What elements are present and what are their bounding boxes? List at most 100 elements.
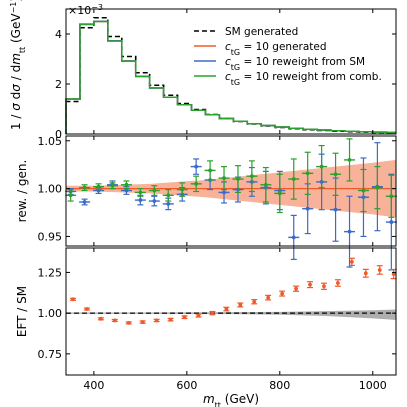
- data-marker: [152, 199, 157, 203]
- data-marker: [361, 188, 366, 193]
- data-marker: [194, 181, 199, 186]
- uncertainty-bands: [66, 159, 396, 320]
- text-part: ×10: [68, 4, 91, 17]
- x-tick-label: 400: [83, 379, 104, 392]
- eft-over-sm-point: [390, 268, 397, 280]
- eft-over-sm-point: [153, 318, 160, 323]
- bottom-panel-frame: [65, 247, 397, 376]
- reweight-from-comb-point: [79, 184, 91, 192]
- eft-over-sm-point: [348, 257, 355, 267]
- eft-over-sm-point: [125, 320, 132, 325]
- reweight-from-comb-point: [371, 166, 383, 210]
- y-tick-label: 0: [55, 128, 62, 141]
- data-marker: [154, 318, 159, 323]
- bottom-band: [66, 309, 396, 320]
- data-marker: [112, 318, 117, 323]
- reweight-from-comb-point: [93, 183, 105, 191]
- text-part: c: [225, 41, 231, 53]
- data-marker: [168, 317, 173, 322]
- y-tick-label: 1.05: [38, 135, 63, 148]
- eft-over-sm-point: [223, 306, 230, 312]
- text-part: = 10 reweight from comb.: [240, 71, 382, 83]
- data-series: [65, 16, 397, 325]
- text-part: / d: [9, 65, 23, 84]
- text-part: m: [9, 53, 23, 65]
- data-marker: [126, 320, 131, 325]
- data-marker: [389, 194, 394, 199]
- x-tick-label: 1000: [359, 379, 387, 392]
- data-marker: [96, 184, 101, 189]
- labels: 0 2 4 0.95 1.00 1.05 0.75 1.00 1.25 400 600 800 1000…: [9, 0, 387, 407]
- text-part: m: [203, 392, 215, 406]
- data-marker: [196, 313, 201, 318]
- data-marker: [236, 177, 240, 181]
- data-marker: [294, 286, 298, 291]
- reweight-from-comb-point: [357, 168, 369, 213]
- data-marker: [363, 271, 368, 276]
- reweight-from-comb-point: [344, 138, 356, 182]
- reweight-from-sm-point: [344, 195, 356, 268]
- data-marker: [377, 268, 382, 272]
- data-marker: [305, 171, 310, 176]
- data-marker: [291, 235, 296, 240]
- eft-over-sm-point: [83, 307, 90, 311]
- data-marker: [250, 174, 254, 179]
- data-marker: [180, 187, 185, 192]
- text-part: (GeV): [221, 392, 259, 406]
- text-part: σ: [9, 84, 23, 92]
- reweight-from-comb-point: [176, 182, 188, 197]
- eft-over-sm-point: [307, 281, 314, 289]
- data-marker: [182, 315, 187, 320]
- data-marker: [138, 198, 143, 202]
- eft-over-sm-point: [209, 310, 216, 316]
- reweight-from-comb-point: [330, 152, 342, 196]
- text-part: tG: [231, 78, 240, 87]
- data-marker: [166, 202, 171, 206]
- text-part: σ: [9, 103, 23, 111]
- y-tick-label: 0.75: [38, 348, 63, 361]
- data-marker: [208, 168, 212, 173]
- y-tick-label: 4: [55, 28, 62, 41]
- text-part: tG: [231, 48, 240, 57]
- reweight-from-sm-point: [288, 214, 300, 260]
- top-panel-frame: [65, 8, 397, 135]
- reweight-from-comb-point: [162, 188, 174, 202]
- histogram-ctg-reweight-comb: [65, 20, 396, 134]
- data-marker: [210, 311, 215, 316]
- data-marker: [110, 183, 115, 188]
- data-marker: [305, 206, 310, 211]
- data-marker: [124, 182, 129, 187]
- text-part: −3: [91, 3, 103, 12]
- y-tick-label: 1.00: [38, 183, 63, 196]
- data-marker: [238, 303, 243, 307]
- data-marker: [349, 259, 354, 264]
- middle-panel-frame: [65, 135, 397, 247]
- data-marker: [347, 229, 352, 234]
- eft-over-sm-point: [181, 315, 188, 320]
- reweight-from-comb-point: [148, 185, 160, 196]
- legend-entry: ctG = 10 generated: [225, 41, 327, 57]
- reweight-from-comb-point: [385, 174, 397, 218]
- legend-entry: ctG = 10 reweight from SM: [225, 56, 365, 72]
- data-marker: [71, 297, 75, 302]
- data-marker: [391, 272, 396, 276]
- text-part: ): [9, 0, 23, 2]
- eft-over-sm-point: [251, 299, 258, 305]
- y-scale-label: ×10−3: [68, 3, 103, 18]
- eft-over-sm-point: [279, 290, 286, 297]
- eft-over-sm-point: [293, 285, 300, 292]
- eft-over-sm-point: [167, 317, 174, 322]
- text-part: d: [9, 92, 23, 103]
- eft-over-sm-point: [97, 316, 104, 321]
- reweight-from-comb-point: [302, 151, 314, 195]
- text-part: tt: [18, 47, 27, 53]
- reweight-from-comb-point: [134, 188, 146, 197]
- data-marker: [82, 185, 87, 190]
- reweight-from-comb-point: [106, 182, 118, 190]
- reweight-from-comb-point: [288, 158, 300, 200]
- data-marker: [85, 307, 89, 311]
- data-marker: [308, 282, 312, 287]
- text-part: tG: [231, 63, 240, 72]
